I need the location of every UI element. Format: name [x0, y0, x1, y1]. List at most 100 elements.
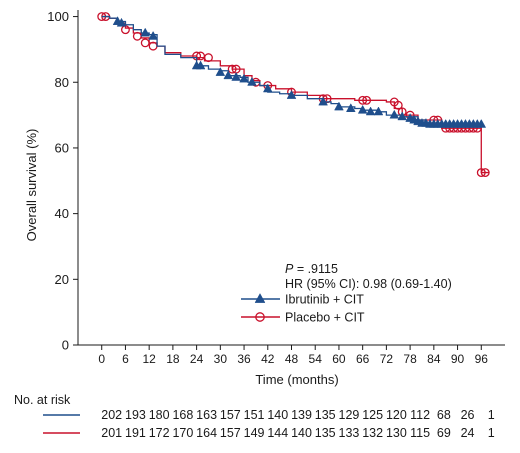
legend-label: Placebo + CIT	[285, 311, 365, 325]
x-tick-label: 60	[332, 352, 346, 366]
risk-count: 140	[267, 408, 288, 422]
censor-marker	[195, 60, 206, 70]
p-value: = .9115	[293, 262, 338, 276]
risk-count: 157	[220, 426, 241, 440]
censor-marker	[318, 96, 328, 106]
risk-count: 170	[172, 426, 193, 440]
x-tick-label: 84	[427, 352, 441, 366]
plot-area: 0 20 40 60 80 100 0 6 12 18 24 30 36 42 48 54 60 66 72 78 84…	[47, 9, 505, 366]
legend: Ibrutinib + CIT Placebo + CIT	[241, 293, 365, 325]
x-tick-label: 72	[380, 352, 394, 366]
risk-count: 135	[315, 426, 336, 440]
risk-count: 149	[244, 426, 265, 440]
risk-count: 130	[386, 426, 407, 440]
risk-count: 140	[291, 426, 312, 440]
x-tick-label: 42	[261, 352, 275, 366]
survival-curve	[101, 15, 482, 125]
risk-count: 120	[386, 408, 407, 422]
x-tick-label: 66	[356, 352, 370, 366]
risk-count: 68	[437, 408, 451, 422]
censor-marker	[357, 104, 368, 114]
censor-marker	[373, 106, 384, 116]
x-tick-label: 48	[285, 352, 299, 366]
risk-count: 129	[339, 408, 360, 422]
y-tick-label: 40	[55, 206, 69, 221]
y-tick-label: 80	[55, 75, 69, 90]
censor-marker	[247, 76, 257, 86]
risk-count: 180	[149, 408, 170, 422]
legend-marker	[255, 312, 265, 322]
censor-marker	[476, 118, 487, 128]
risk-count: 168	[172, 408, 193, 422]
x-tick-label: 24	[190, 352, 204, 366]
risk-count: 132	[362, 426, 383, 440]
risk-count: 26	[461, 408, 475, 422]
censor-marker	[389, 109, 400, 119]
censor-marker	[334, 101, 344, 111]
risk-count: 163	[196, 408, 217, 422]
censor-marker	[227, 64, 237, 74]
risk-table: 202 193 180 168 163 157 151 140 139 135 129 125 120 1…	[43, 408, 495, 440]
risk-count: 164	[196, 426, 217, 440]
risk-count: 1	[488, 426, 495, 440]
censor-marker	[204, 53, 213, 63]
y-tick-label: 100	[47, 9, 69, 24]
risk-count: 69	[437, 426, 451, 440]
series-ibrutinib-cit	[101, 15, 487, 128]
censor-marker	[223, 70, 234, 80]
stats-annotation: P = .9115 HR (95% CI): 0.98 (0.69-1.40)	[285, 262, 452, 291]
p-label: P	[285, 262, 294, 276]
risk-count: 1	[488, 408, 495, 422]
censor-marker	[116, 17, 127, 27]
censor-marker	[148, 30, 158, 40]
x-tick-label: 6	[122, 352, 129, 366]
x-tick-label: 78	[403, 352, 417, 366]
x-tick-label: 90	[451, 352, 465, 366]
x-tick-label: 96	[475, 352, 489, 366]
x-tick-label: 0	[98, 352, 105, 366]
risk-count: 144	[267, 426, 288, 440]
censor-marker	[239, 73, 249, 83]
censor-marker	[286, 90, 297, 99]
censor-marker	[140, 27, 151, 37]
x-tick-label: 18	[166, 352, 180, 366]
x-tick-label: 12	[142, 352, 156, 366]
y-tick-label: 60	[55, 140, 69, 155]
risk-count: 24	[461, 426, 475, 440]
risk-count: 172	[149, 426, 170, 440]
censor-marker	[393, 100, 403, 110]
censor-marker	[476, 168, 486, 178]
survival-curve	[101, 15, 490, 174]
censor-marker	[397, 111, 408, 121]
x-tick-label: 36	[237, 352, 251, 366]
censor-marker	[215, 67, 226, 76]
x-tick-label: 30	[214, 352, 228, 366]
risk-count: 157	[220, 408, 241, 422]
legend-label: Ibrutinib + CIT	[285, 293, 364, 307]
censor-marker	[362, 95, 372, 105]
risk-table-title: No. at risk	[14, 393, 71, 407]
y-axis-label: Overall survival (%)	[24, 129, 39, 242]
risk-count: 151	[244, 408, 265, 422]
censor-marker	[365, 106, 376, 116]
risk-count: 112	[410, 408, 430, 422]
x-tick-label: 54	[309, 352, 323, 366]
risk-count: 139	[291, 408, 312, 422]
risk-count: 191	[125, 426, 146, 440]
risk-count: 202	[101, 408, 122, 422]
risk-count: 133	[339, 426, 360, 440]
censor-marker	[345, 103, 356, 112]
x-axis-label: Time (months)	[255, 372, 338, 387]
svg-text:P = .9115: P = .9115	[285, 262, 338, 276]
risk-count: 135	[315, 408, 336, 422]
risk-count: 115	[410, 426, 430, 440]
censor-marker	[480, 168, 490, 178]
hazard-ratio: HR (95% CI): 0.98 (0.69-1.40)	[285, 277, 452, 291]
legend-marker	[254, 293, 266, 303]
censor-marker	[231, 72, 241, 81]
y-tick-label: 20	[55, 272, 69, 287]
censor-marker	[140, 38, 150, 48]
censor-marker	[358, 95, 368, 105]
y-tick-label: 0	[62, 338, 69, 353]
